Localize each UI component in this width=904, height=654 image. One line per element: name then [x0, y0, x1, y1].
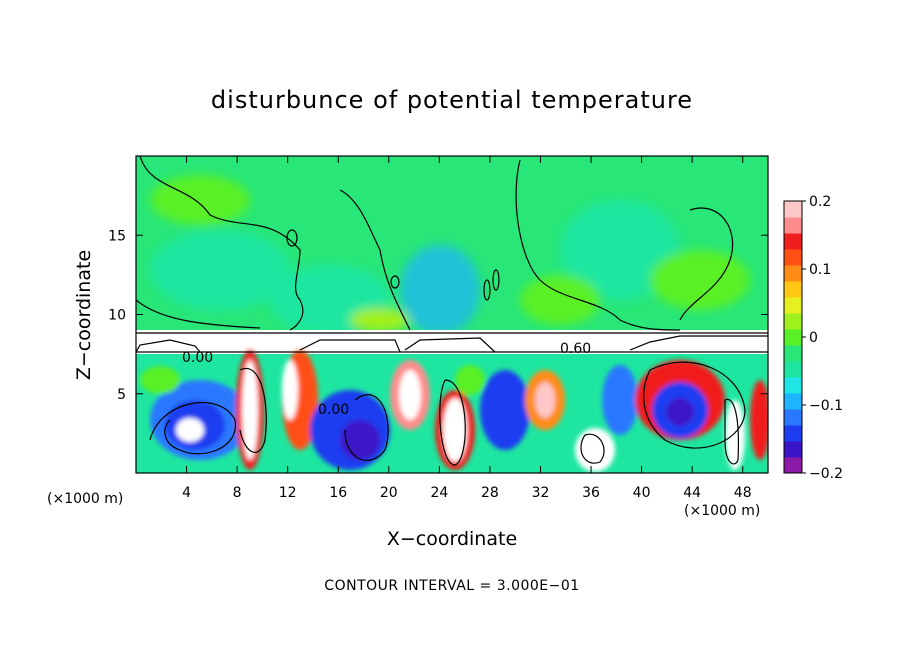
y-axis-title: Z−coordinate — [73, 249, 95, 381]
colorbar-swatch — [784, 233, 802, 250]
upper-field-patches — [150, 175, 750, 335]
colorbar-swatch — [784, 393, 802, 410]
chart-title: disturbunce of potential temperature — [210, 86, 694, 114]
colorbar-swatch — [784, 441, 802, 458]
colorbar-swatch — [784, 249, 802, 266]
inversion-band — [136, 330, 768, 354]
x-tick-label: 32 — [532, 485, 550, 501]
colorbar-swatch — [784, 425, 802, 442]
x-tick-label: 24 — [430, 485, 448, 501]
contour-label: 0.60 — [560, 341, 591, 357]
colorbar-swatch — [784, 377, 802, 394]
colorbar-tick-label: 0.1 — [809, 262, 831, 278]
y-axis: 5 10 15 — [108, 228, 768, 403]
colorbar-tick-label: −0.1 — [809, 398, 843, 414]
colorbar-swatch — [784, 297, 802, 314]
colorbar-swatch — [784, 281, 802, 298]
colorbar-swatch — [784, 217, 802, 234]
x-tick-label: 44 — [683, 485, 701, 501]
y-tick-label: 10 — [108, 308, 126, 324]
contour-interval-note: CONTOUR INTERVAL = 3.000E−01 — [324, 578, 580, 594]
colorbar-swatch — [784, 201, 802, 218]
x-tick-label: 40 — [633, 485, 651, 501]
colorbar-swatch — [784, 265, 802, 282]
contour-label: 0.00 — [182, 350, 213, 366]
colorbar-tick-label: −0.2 — [809, 466, 843, 482]
contour-lines — [136, 156, 768, 466]
colorbar-swatch — [784, 409, 802, 426]
y-tick-label: 5 — [117, 387, 126, 403]
colorbar: 0.2 0.1 0 −0.1 −0.2 — [783, 194, 843, 482]
colorbar-tick-label: 0.2 — [809, 194, 831, 210]
heatmap-field — [136, 156, 768, 473]
y-tick-label: 15 — [108, 228, 126, 244]
x-axis: 4 8 12 16 20 24 28 32 36 40 44 48 — [182, 156, 752, 501]
x-tick-label: 20 — [380, 485, 398, 501]
x-tick-label: 12 — [279, 485, 297, 501]
colorbar-swatch — [784, 361, 802, 378]
x-unit-label-left: (×1000 m) — [47, 491, 124, 507]
x-tick-label: 16 — [329, 485, 347, 501]
colorbar-swatch — [784, 313, 802, 330]
x-tick-label: 36 — [582, 485, 600, 501]
x-tick-label: 4 — [182, 485, 191, 501]
colorbar-swatch — [784, 345, 802, 362]
x-unit-label-right: (×1000 m) — [684, 503, 761, 519]
x-tick-label: 8 — [233, 485, 242, 501]
contour-label: 0.00 — [318, 402, 349, 418]
x-axis-title: X−coordinate — [386, 528, 518, 550]
colorbar-tick-label: 0 — [809, 330, 818, 346]
contour-labels: 0.00 0.00 0.60 — [182, 341, 591, 418]
lower-field-eddies — [140, 350, 768, 472]
colorbar-swatch — [784, 457, 802, 474]
x-tick-label: 48 — [734, 485, 752, 501]
colorbar-swatch — [784, 329, 802, 346]
x-tick-label: 28 — [481, 485, 499, 501]
